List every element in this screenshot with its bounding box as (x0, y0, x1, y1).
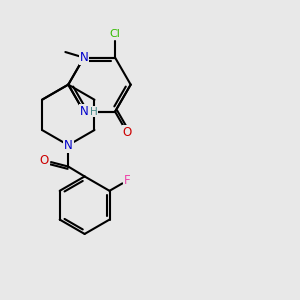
Text: N: N (80, 51, 88, 64)
Text: H: H (89, 106, 97, 117)
Text: O: O (123, 126, 132, 139)
Text: N: N (64, 139, 73, 152)
Text: N: N (80, 105, 88, 118)
Text: F: F (124, 174, 131, 187)
Text: O: O (40, 154, 49, 167)
Text: Cl: Cl (110, 29, 121, 39)
